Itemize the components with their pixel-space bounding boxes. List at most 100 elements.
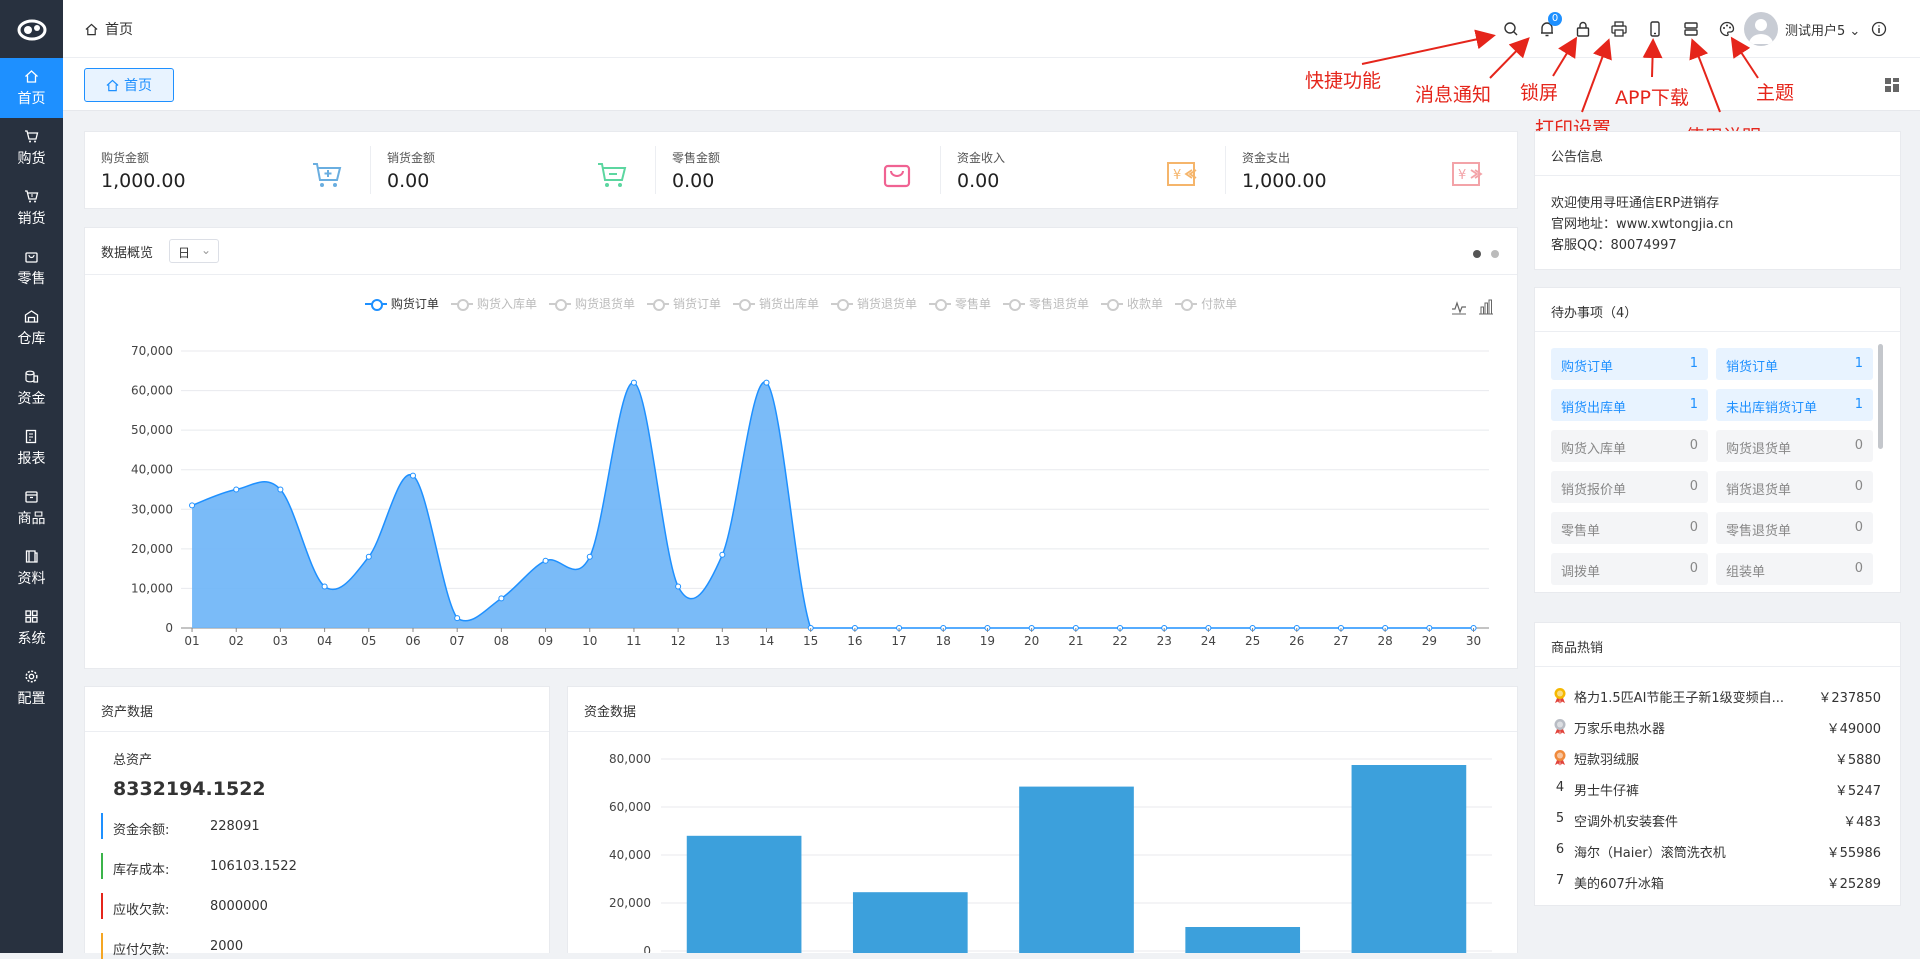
todo-label: 未出库销货订单 bbox=[1726, 401, 1818, 416]
todo-item[interactable]: 购货入库单 0 bbox=[1551, 430, 1708, 462]
sidebar-item-6[interactable]: 报表 bbox=[0, 418, 63, 478]
hot-price: ￥49000 bbox=[1826, 722, 1881, 737]
carousel-dot-1[interactable] bbox=[1473, 250, 1481, 258]
data-point[interactable] bbox=[321, 583, 328, 590]
legend-item[interactable]: 购货退货单 bbox=[548, 295, 635, 312]
data-point[interactable] bbox=[189, 502, 196, 509]
data-point[interactable] bbox=[586, 553, 593, 560]
user-menu[interactable]: 测试用户5 ⌄ bbox=[1785, 20, 1860, 39]
sidebar-item-8[interactable]: 资料 bbox=[0, 538, 63, 598]
notice-line: 客服QQ：80074997 bbox=[1551, 238, 1677, 253]
data-point[interactable] bbox=[630, 379, 637, 386]
data-point[interactable] bbox=[365, 553, 372, 560]
bar[interactable] bbox=[1185, 927, 1301, 953]
sidebar-item-5[interactable]: 资金 bbox=[0, 358, 63, 418]
sidebar-item-7[interactable]: 商品 bbox=[0, 478, 63, 538]
sidebar-item-3[interactable]: 零售 bbox=[0, 238, 63, 298]
asset-value: 2000 bbox=[210, 939, 244, 954]
data-point[interactable] bbox=[233, 486, 240, 493]
lock-icon[interactable] bbox=[1574, 20, 1592, 38]
annotation-theme: 主题 bbox=[1756, 82, 1795, 104]
todo-item[interactable]: 销货报价单 0 bbox=[1551, 471, 1708, 503]
todo-item[interactable]: 零售单 0 bbox=[1551, 512, 1708, 544]
x-tick-label: 02 bbox=[229, 634, 244, 648]
printer-icon[interactable] bbox=[1610, 20, 1628, 38]
breadcrumb[interactable]: 首页 bbox=[85, 19, 133, 39]
todo-count: 1 bbox=[1854, 397, 1863, 412]
bar[interactable] bbox=[852, 892, 968, 953]
asset-value: 106103.1522 bbox=[210, 859, 297, 874]
bar-chart-icon[interactable] bbox=[1478, 299, 1494, 315]
todo-item[interactable]: 销货出库单 1 bbox=[1551, 389, 1708, 421]
bell-icon[interactable]: 0 bbox=[1538, 12, 1562, 38]
home-icon bbox=[25, 69, 38, 83]
todo-scrollbar[interactable] bbox=[1878, 344, 1883, 449]
sidebar-item-10[interactable]: 配置 bbox=[0, 658, 63, 718]
stat-3: 资金收入 0.00 ¥ bbox=[941, 132, 1226, 208]
legend-item[interactable]: 购货订单 bbox=[364, 295, 439, 312]
legend-marker-icon bbox=[548, 298, 571, 311]
manual-icon[interactable] bbox=[1682, 20, 1700, 38]
data-point[interactable] bbox=[763, 379, 770, 386]
legend-label: 销货出库单 bbox=[758, 297, 819, 311]
sidebar-item-1[interactable]: 购货 bbox=[0, 118, 63, 178]
legend-item[interactable]: 零售单 bbox=[929, 295, 991, 312]
legend-marker-icon bbox=[929, 298, 952, 311]
gear-icon bbox=[25, 669, 38, 683]
data-point[interactable] bbox=[454, 615, 461, 622]
todo-item[interactable]: 购货退货单 0 bbox=[1716, 430, 1873, 462]
tab-home[interactable]: 首页 bbox=[84, 68, 174, 102]
todo-card: 待办事项（4） 购货订单 1 销货订单 1 销货出库单 1 未出库销货订单 1 购货入库单 0 购货… bbox=[1534, 287, 1901, 593]
hot-item[interactable]: 7 美的607升冰箱 ￥25289 bbox=[1551, 872, 1881, 892]
bar[interactable] bbox=[1351, 765, 1467, 953]
legend-item[interactable]: 付款单 bbox=[1175, 295, 1237, 312]
sidebar-item-4[interactable]: 仓库 bbox=[0, 298, 63, 358]
legend-item[interactable]: 购货入库单 bbox=[450, 295, 537, 312]
hot-name: 男士牛仔裤 bbox=[1574, 784, 1640, 799]
todo-item[interactable]: 零售退货单 0 bbox=[1716, 512, 1873, 544]
x-tick-label: 20 bbox=[1024, 634, 1039, 648]
hot-item[interactable]: 6 海尔（Haier）滚筒洗衣机 ￥55986 bbox=[1551, 841, 1881, 861]
info-icon[interactable] bbox=[1870, 20, 1888, 38]
todo-title: 待办事项（4） bbox=[1551, 306, 1638, 321]
palette-icon[interactable] bbox=[1718, 20, 1736, 38]
sidebar-item-0[interactable]: 首页 bbox=[0, 58, 63, 118]
carousel-dot-2[interactable] bbox=[1491, 250, 1499, 258]
line-chart-icon[interactable] bbox=[1451, 299, 1467, 315]
legend-item[interactable]: 收款单 bbox=[1101, 295, 1163, 312]
hot-item[interactable]: 4 男士牛仔裤 ￥5247 bbox=[1551, 779, 1881, 799]
todo-item[interactable]: 销货退货单 0 bbox=[1716, 471, 1873, 503]
hot-item[interactable]: 格力1.5匹AI节能王子新1级变频自... ￥237850 bbox=[1551, 686, 1881, 706]
app-logo[interactable] bbox=[0, 0, 63, 58]
hot-item[interactable]: 短款羽绒服 ￥5880 bbox=[1551, 748, 1881, 768]
phone-icon[interactable] bbox=[1646, 20, 1664, 38]
avatar[interactable] bbox=[1744, 12, 1778, 46]
period-select[interactable]: 日 ⌄ bbox=[169, 239, 219, 263]
sidebar-item-9[interactable]: 系统 bbox=[0, 598, 63, 658]
bar[interactable] bbox=[686, 835, 802, 953]
todo-item[interactable]: 组装单 0 bbox=[1716, 553, 1873, 585]
todo-item[interactable]: 销货订单 1 bbox=[1716, 348, 1873, 380]
asset-label: 库存成本: bbox=[113, 863, 170, 878]
data-point[interactable] bbox=[542, 557, 549, 564]
legend-item[interactable]: 销货订单 bbox=[646, 295, 721, 312]
search-icon[interactable] bbox=[1502, 20, 1520, 38]
data-point[interactable] bbox=[409, 472, 416, 479]
legend-item[interactable]: 销货退货单 bbox=[831, 295, 917, 312]
layout-grid-icon[interactable] bbox=[1884, 77, 1900, 93]
legend-item[interactable]: 零售退货单 bbox=[1003, 295, 1089, 312]
todo-item[interactable]: 调拨单 0 bbox=[1551, 553, 1708, 585]
sidebar-item-2[interactable]: 销货 bbox=[0, 178, 63, 238]
hot-item[interactable]: 5 空调外机安装套件 ￥483 bbox=[1551, 810, 1881, 830]
legend-item[interactable]: 销货出库单 bbox=[732, 295, 819, 312]
todo-item[interactable]: 购货订单 1 bbox=[1551, 348, 1708, 380]
bar[interactable] bbox=[1019, 786, 1134, 953]
data-point[interactable] bbox=[675, 583, 682, 590]
data-point[interactable] bbox=[277, 486, 284, 493]
hot-price: ￥25289 bbox=[1826, 877, 1881, 892]
data-point[interactable] bbox=[719, 551, 726, 558]
data-point[interactable] bbox=[498, 595, 505, 602]
y-tick-label: 10,000 bbox=[131, 581, 173, 595]
todo-item[interactable]: 未出库销货订单 1 bbox=[1716, 389, 1873, 421]
hot-item[interactable]: 万家乐电热水器 ￥49000 bbox=[1551, 717, 1881, 737]
